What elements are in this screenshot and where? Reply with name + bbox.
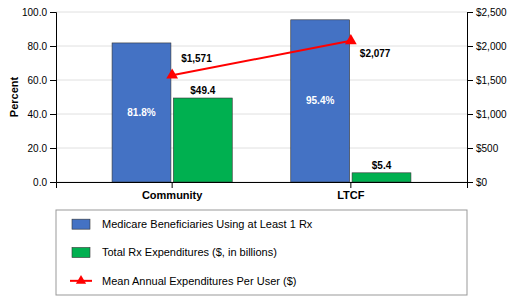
tick-mark — [467, 148, 473, 149]
tick-label: $2,500 — [476, 7, 507, 18]
data-label: $5.4 — [372, 160, 392, 171]
tick-mark — [350, 182, 351, 188]
legend-box — [56, 210, 467, 295]
legend-item: Total Rx Expenditures ($, in billions) — [72, 246, 277, 258]
tick-mark — [50, 148, 56, 149]
legend-swatch — [72, 219, 90, 229]
data-label: 81.8% — [127, 107, 155, 118]
bar — [352, 173, 411, 182]
data-label: 95.4% — [306, 95, 334, 106]
tick-mark — [467, 12, 473, 13]
legend-item: Mean Annual Expenditures Per User ($) — [70, 275, 296, 287]
legend-swatch — [72, 248, 90, 258]
tick-mark — [467, 80, 473, 81]
marker — [166, 68, 178, 78]
data-label: $1,571 — [181, 53, 212, 64]
legend-item: Medicare Beneficiaries Using at Least 1 … — [72, 218, 313, 230]
legend-label: Total Rx Expenditures ($, in billions) — [102, 246, 277, 258]
bar — [112, 43, 171, 182]
tick-mark — [50, 80, 56, 81]
tick-label: 80.0 — [28, 41, 48, 52]
bar — [291, 20, 350, 182]
tick-mark — [467, 46, 473, 47]
line — [172, 41, 351, 75]
bar — [173, 98, 232, 182]
legend: Medicare Beneficiaries Using at Least 1 … — [56, 210, 467, 295]
tick-label: LTCF — [337, 189, 365, 201]
tick: 0.0 — [33, 177, 56, 188]
tick: $1,500 — [467, 75, 507, 86]
tick: LTCF — [337, 182, 365, 201]
tick-label: 40.0 — [28, 109, 48, 120]
chart: 0.0 20.0 40.0 60.0 80.0 100.0 $0 $500 $1,000 $1,5… — [0, 0, 519, 301]
tick: 80.0 — [28, 41, 56, 52]
data-label: $49.4 — [190, 85, 215, 96]
axis-line — [50, 13, 57, 183]
tick-label: 100.0 — [22, 7, 47, 18]
tick: 60.0 — [28, 75, 56, 86]
axis-line — [468, 13, 474, 183]
grid — [56, 12, 467, 182]
tick-label: $0 — [476, 177, 488, 188]
tick-label: $1,000 — [476, 109, 507, 120]
tick: $0 — [467, 177, 488, 188]
tick: $500 — [467, 143, 499, 154]
tick: Community — [142, 182, 203, 201]
grid-line — [56, 12, 467, 13]
tick-mark — [467, 114, 473, 115]
marks — [112, 20, 411, 182]
tick: 40.0 — [28, 109, 56, 120]
tick-mark — [50, 12, 56, 13]
x-axis: Community LTCF — [57, 182, 468, 201]
axis-line — [57, 183, 468, 189]
tick-mark — [50, 182, 56, 183]
legend-label: Medicare Beneficiaries Using at Least 1 … — [102, 218, 313, 230]
tick: 20.0 — [28, 143, 56, 154]
tick-label: 20.0 — [28, 143, 48, 154]
data-labels: 81.8% 95.4% $49.4 $5.4 $1,571 $2,077 — [127, 48, 391, 171]
tick-mark — [50, 114, 56, 115]
tick-label: $500 — [476, 143, 499, 154]
axis-title: Percent — [8, 76, 20, 117]
tick: $2,000 — [467, 41, 507, 52]
tick-label: $2,000 — [476, 41, 507, 52]
tick-mark — [50, 46, 56, 47]
y-axis: 0.0 20.0 40.0 60.0 80.0 100.0 — [22, 7, 57, 188]
tick-label: 60.0 — [28, 75, 48, 86]
tick: $1,000 — [467, 109, 507, 120]
y2-axis: $0 $500 $1,000 $1,500 $2,000 $2,500 — [467, 7, 507, 188]
legend-swatch — [76, 275, 86, 284]
marker — [345, 34, 357, 44]
tick-label: Community — [142, 189, 203, 201]
tick: 100.0 — [22, 7, 56, 18]
data-label: $2,077 — [360, 48, 391, 59]
tick: $2,500 — [467, 7, 507, 18]
legend-label: Mean Annual Expenditures Per User ($) — [102, 275, 296, 287]
tick-mark — [172, 182, 173, 188]
tick-label: 0.0 — [33, 177, 47, 188]
tick-label: $1,500 — [476, 75, 507, 86]
